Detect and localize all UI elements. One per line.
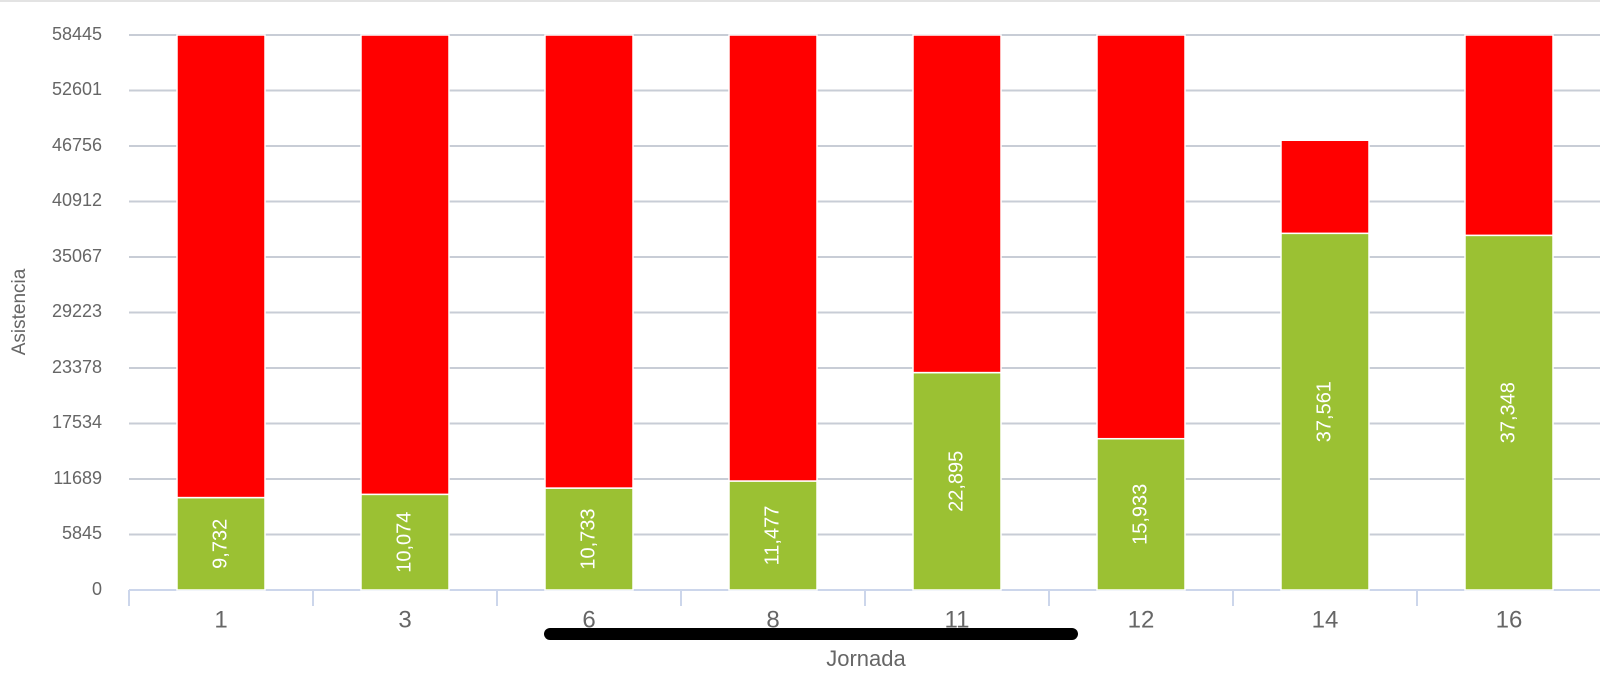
y-tick-label: 52601 bbox=[52, 79, 102, 99]
y-tick-label: 40912 bbox=[52, 190, 102, 210]
bar-segment bbox=[544, 34, 634, 489]
data-label: 11,477 bbox=[761, 506, 783, 566]
bar-segment bbox=[176, 496, 266, 591]
data-label: 10,074 bbox=[393, 512, 415, 573]
y-tick-label: 17534 bbox=[52, 412, 102, 432]
y-tick-label: 35067 bbox=[52, 246, 102, 266]
bar-segment bbox=[176, 34, 266, 499]
x-tick-label: 12 bbox=[1128, 606, 1155, 633]
data-label: 15,933 bbox=[1129, 484, 1151, 545]
x-axis-title: Jornada bbox=[826, 646, 906, 671]
bar-segment bbox=[360, 34, 450, 496]
x-tick-label: 8 bbox=[766, 606, 779, 633]
bar-segment bbox=[1096, 34, 1186, 440]
data-label: 37,348 bbox=[1497, 382, 1519, 443]
y-tick-label: 29223 bbox=[52, 301, 102, 321]
bar-segment bbox=[912, 34, 1002, 374]
data-label: 10,733 bbox=[577, 508, 599, 569]
bar-segment bbox=[360, 493, 450, 591]
bar-segment bbox=[1096, 437, 1186, 591]
y-tick-label: 23378 bbox=[52, 357, 102, 377]
bar-segment bbox=[1464, 234, 1554, 591]
bar-segment bbox=[728, 480, 818, 591]
data-label: 37,561 bbox=[1313, 381, 1335, 442]
y-tick-label: 5845 bbox=[62, 523, 102, 543]
x-tick-label: 6 bbox=[582, 606, 595, 633]
x-tick-label: 3 bbox=[398, 606, 411, 633]
data-label: 22,895 bbox=[945, 451, 967, 512]
y-tick-label: 58445 bbox=[52, 24, 102, 44]
x-tick-label: 1 bbox=[214, 606, 227, 633]
bar-segment bbox=[1464, 34, 1554, 237]
y-tick-label: 0 bbox=[92, 579, 102, 599]
bar-segment bbox=[728, 34, 818, 482]
y-axis-title: Asistencia bbox=[9, 268, 30, 355]
x-tick-label: 16 bbox=[1496, 606, 1523, 633]
bar-segment bbox=[544, 487, 634, 591]
data-label: 9,732 bbox=[209, 519, 231, 569]
y-tick-label: 46756 bbox=[52, 135, 102, 155]
x-tick-label: 14 bbox=[1312, 606, 1339, 633]
y-tick-label: 11689 bbox=[53, 468, 102, 488]
bar-segment bbox=[1280, 139, 1370, 235]
bar-segment bbox=[1280, 232, 1370, 591]
bar-segment bbox=[912, 371, 1002, 591]
